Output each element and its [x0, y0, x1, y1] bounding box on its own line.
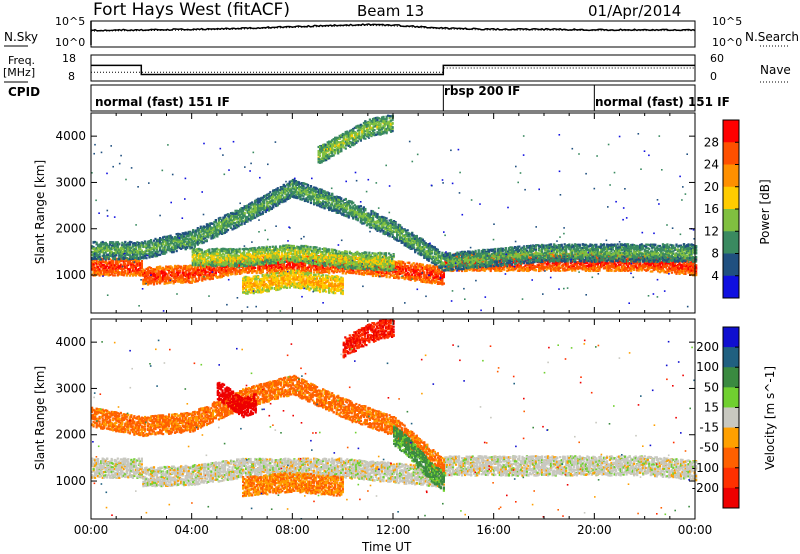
power-cell: [138, 260, 140, 262]
power-cell: [194, 276, 196, 278]
power-cell: [124, 270, 126, 272]
power-cell: [197, 267, 199, 269]
power-cell: [304, 263, 306, 265]
power-cell: [236, 273, 238, 275]
power-cell: [179, 270, 181, 272]
power-cell: [227, 274, 229, 276]
power-cell: [112, 262, 114, 264]
power-cell: [141, 260, 143, 262]
power-cell: [171, 267, 173, 269]
nave-line: [91, 68, 695, 72]
power-cell: [114, 274, 116, 276]
power-cell: [254, 267, 256, 269]
power-cell: [123, 274, 125, 276]
power-cell: [231, 273, 233, 275]
power-cell: [215, 271, 217, 273]
radar-plot: 1000200030004000100020003000400000:00 04:…: [0, 0, 800, 554]
power-cell: [198, 279, 200, 281]
freq-line: [91, 65, 695, 74]
power-cell: [173, 270, 175, 272]
power-cells: [91, 115, 697, 312]
cpid-panel-frame: [91, 85, 695, 111]
power-cell: [312, 267, 314, 269]
power-cell: [154, 270, 156, 272]
power-cell: [313, 271, 315, 273]
power-cell: [141, 262, 143, 264]
power-cell: [141, 266, 143, 268]
power-cell: [212, 278, 214, 280]
freq-panel-frame: [91, 55, 695, 81]
power-cell: [99, 268, 101, 270]
